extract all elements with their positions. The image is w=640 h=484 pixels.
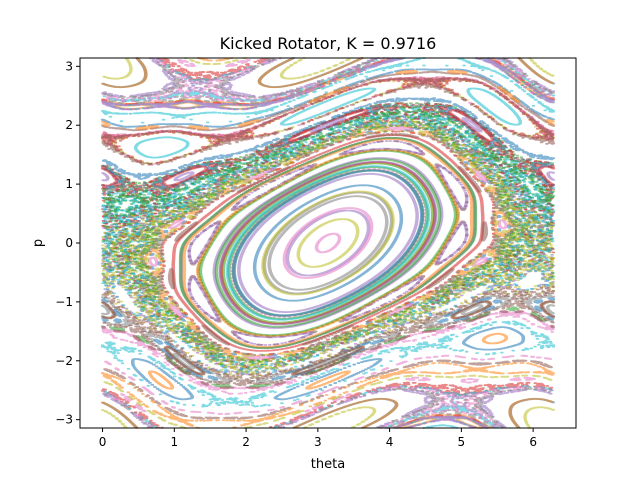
orbit-series bbox=[100, 68, 555, 128]
orbit-series bbox=[102, 57, 555, 429]
orbit-series bbox=[167, 132, 489, 346]
orbit-series bbox=[267, 195, 389, 291]
y-tick-label: −3 bbox=[55, 413, 73, 427]
orbit-series bbox=[218, 160, 438, 326]
orbit-series bbox=[101, 113, 555, 368]
orbit-series bbox=[101, 300, 556, 376]
chart-title: Kicked Rotator, K = 0.9716 bbox=[220, 34, 437, 53]
orbit-series bbox=[139, 124, 516, 361]
x-tick-label: 2 bbox=[242, 435, 250, 449]
orbit-series bbox=[100, 57, 556, 429]
x-tick-label: 4 bbox=[386, 435, 394, 449]
orbit-series bbox=[187, 140, 469, 346]
x-tick-label: 5 bbox=[458, 435, 466, 449]
orbit-series bbox=[282, 207, 374, 279]
orbit-series bbox=[101, 97, 556, 180]
orbit-series bbox=[100, 69, 555, 130]
orbit-series bbox=[100, 109, 556, 187]
y-tick-label: −2 bbox=[55, 354, 73, 368]
orbit-series bbox=[178, 136, 478, 350]
orbit-series bbox=[103, 359, 553, 420]
orbit-series bbox=[144, 126, 508, 360]
x-tick-label: 3 bbox=[314, 435, 322, 449]
orbit-series bbox=[100, 320, 556, 408]
orbit-series bbox=[103, 57, 553, 429]
orbit-series bbox=[314, 232, 342, 254]
orbit-series bbox=[101, 57, 554, 429]
orbit-series bbox=[237, 173, 419, 313]
y-axis-label: p bbox=[31, 239, 46, 247]
orbit-series bbox=[101, 106, 555, 363]
x-axis: 0 1 2 3 4 5 6 bbox=[99, 428, 537, 449]
orbit-series bbox=[101, 77, 556, 166]
y-tick-label: −1 bbox=[55, 295, 73, 309]
orbit-series bbox=[101, 286, 555, 387]
x-tick-label: 6 bbox=[529, 435, 537, 449]
y-tick-label: 1 bbox=[65, 177, 73, 191]
orbit-series bbox=[104, 354, 553, 415]
orbit-series bbox=[296, 218, 360, 268]
orbit-series bbox=[231, 169, 425, 317]
orbit-series bbox=[285, 209, 371, 277]
orbit-series bbox=[101, 117, 556, 182]
orbit-series bbox=[120, 59, 536, 413]
orbit-series bbox=[147, 332, 509, 390]
orbit-series bbox=[261, 190, 395, 296]
orbit-series bbox=[229, 168, 427, 318]
plot-area bbox=[100, 57, 556, 429]
orbit-series bbox=[133, 87, 523, 159]
x-tick-label: 0 bbox=[99, 435, 107, 449]
orbit-series bbox=[171, 134, 485, 352]
orbit-series bbox=[100, 310, 555, 389]
y-tick-label: 3 bbox=[65, 59, 73, 73]
orbit-series bbox=[147, 126, 509, 360]
orbit-series bbox=[130, 326, 526, 401]
y-tick-label: 2 bbox=[65, 118, 73, 132]
orbit-series bbox=[252, 184, 404, 302]
orbit-series bbox=[100, 57, 555, 429]
orbit-series bbox=[214, 158, 442, 328]
orbit-series bbox=[101, 57, 556, 429]
x-axis-label: theta bbox=[311, 457, 345, 472]
x-tick-label: 1 bbox=[170, 435, 178, 449]
orbit-series bbox=[100, 297, 556, 381]
y-tick-label: 0 bbox=[65, 236, 73, 250]
y-axis: −3 −2 −1 0 1 2 3 bbox=[55, 59, 80, 427]
orbit-series bbox=[225, 165, 431, 321]
orbit-series bbox=[100, 57, 555, 429]
